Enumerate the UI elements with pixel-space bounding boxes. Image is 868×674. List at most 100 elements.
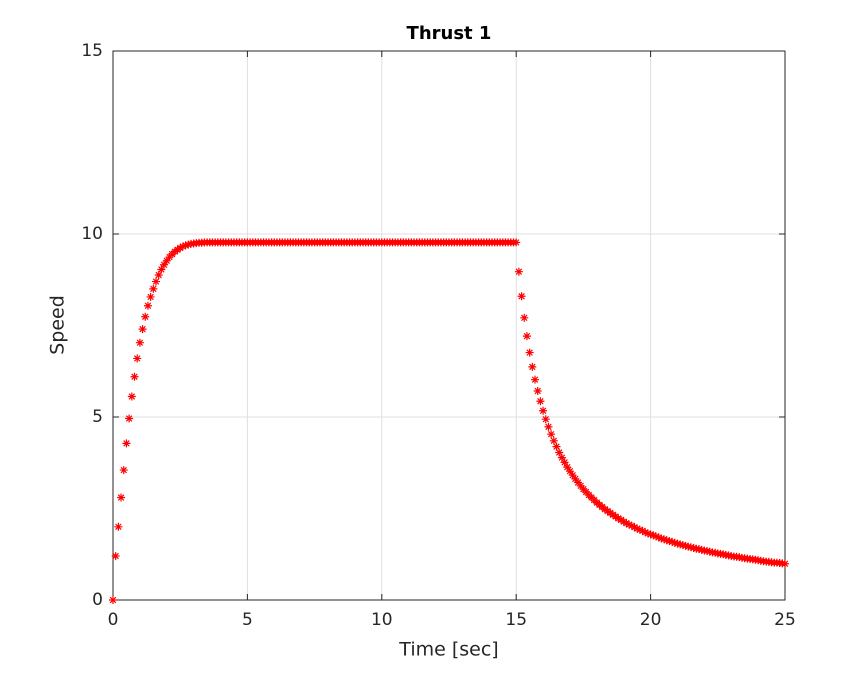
data-point	[552, 442, 561, 451]
data-point	[697, 545, 706, 554]
data-point	[135, 338, 144, 347]
data-point	[781, 559, 789, 568]
data-point	[109, 596, 117, 604]
data-point	[619, 517, 628, 526]
data-point	[154, 270, 163, 279]
data-point	[576, 481, 585, 490]
data-point	[563, 463, 572, 472]
data-point	[549, 436, 558, 445]
data-point	[611, 512, 620, 521]
data-point	[127, 392, 136, 401]
data-point	[531, 375, 540, 384]
data-point	[641, 528, 650, 537]
x-tick-label: 15	[505, 610, 527, 630]
data-point	[646, 530, 655, 539]
y-tick-label: 5	[92, 407, 103, 427]
data-point	[606, 508, 615, 517]
data-point	[536, 397, 545, 406]
data-point	[657, 534, 666, 543]
data-point	[625, 520, 634, 529]
data-point	[668, 537, 677, 546]
data-point	[608, 510, 617, 519]
data-point	[122, 439, 131, 448]
data-point	[514, 267, 523, 276]
data-point	[173, 245, 182, 254]
data-point	[735, 553, 744, 562]
data-point	[633, 524, 642, 533]
data-point	[141, 312, 150, 321]
data-point	[627, 521, 636, 530]
data-point	[533, 387, 542, 396]
data-point	[689, 544, 698, 553]
data-point	[673, 539, 682, 548]
data-point	[630, 523, 639, 532]
data-point	[146, 292, 155, 301]
data-point	[541, 415, 550, 424]
data-point	[571, 474, 580, 483]
data-point	[568, 471, 577, 480]
data-point	[512, 238, 521, 247]
data-point	[565, 467, 574, 476]
data-point	[635, 525, 644, 534]
x-tick-label: 5	[242, 610, 253, 630]
x-tick-label: 10	[371, 610, 393, 630]
data-point	[130, 372, 139, 381]
data-point	[114, 522, 123, 531]
data-point	[662, 536, 671, 545]
x-tick-label: 25	[774, 610, 796, 630]
data-point	[111, 552, 120, 561]
data-point	[181, 241, 190, 250]
data-point	[603, 507, 612, 516]
data-point	[152, 277, 161, 286]
y-tick-label: 10	[81, 224, 103, 244]
data-point	[719, 550, 728, 559]
data-point	[160, 260, 169, 269]
data-point	[686, 543, 695, 552]
data-point	[724, 551, 733, 560]
data-point	[665, 537, 674, 546]
data-point	[670, 538, 679, 547]
data-point	[125, 414, 134, 423]
chart-title: Thrust 1	[407, 23, 492, 44]
data-point	[157, 265, 166, 274]
plot-frame	[112, 50, 786, 601]
data-point	[143, 301, 152, 310]
data-point	[684, 542, 693, 551]
data-point	[705, 547, 714, 556]
data-point	[622, 519, 631, 528]
y-tick-label: 0	[92, 590, 103, 610]
data-point	[676, 540, 685, 549]
data-point	[703, 546, 712, 555]
y-axis-label: Speed	[47, 295, 69, 355]
data-point	[600, 505, 609, 514]
y-tick-label: 15	[81, 41, 103, 61]
data-point	[694, 545, 703, 554]
data-point	[528, 362, 537, 371]
data-point	[176, 243, 185, 252]
data-point	[754, 556, 763, 565]
data-point	[560, 458, 569, 467]
data-point	[582, 488, 591, 497]
data-point	[638, 526, 647, 535]
data-point	[525, 348, 534, 357]
data-point	[651, 532, 660, 541]
x-tick-label: 20	[640, 610, 662, 630]
data-point	[649, 531, 658, 540]
data-point	[117, 493, 126, 502]
data-point	[517, 292, 526, 301]
data-point	[711, 548, 720, 557]
data-point	[617, 515, 626, 524]
data-point	[138, 325, 147, 334]
data-point	[184, 240, 193, 249]
data-point	[119, 466, 128, 475]
data-point	[654, 533, 663, 542]
data-point	[149, 284, 158, 293]
data-point	[660, 535, 669, 544]
data-point	[678, 541, 687, 550]
x-tick-label: 0	[108, 610, 119, 630]
data-point	[520, 313, 529, 322]
data-point	[614, 514, 623, 523]
data-point	[133, 354, 142, 363]
